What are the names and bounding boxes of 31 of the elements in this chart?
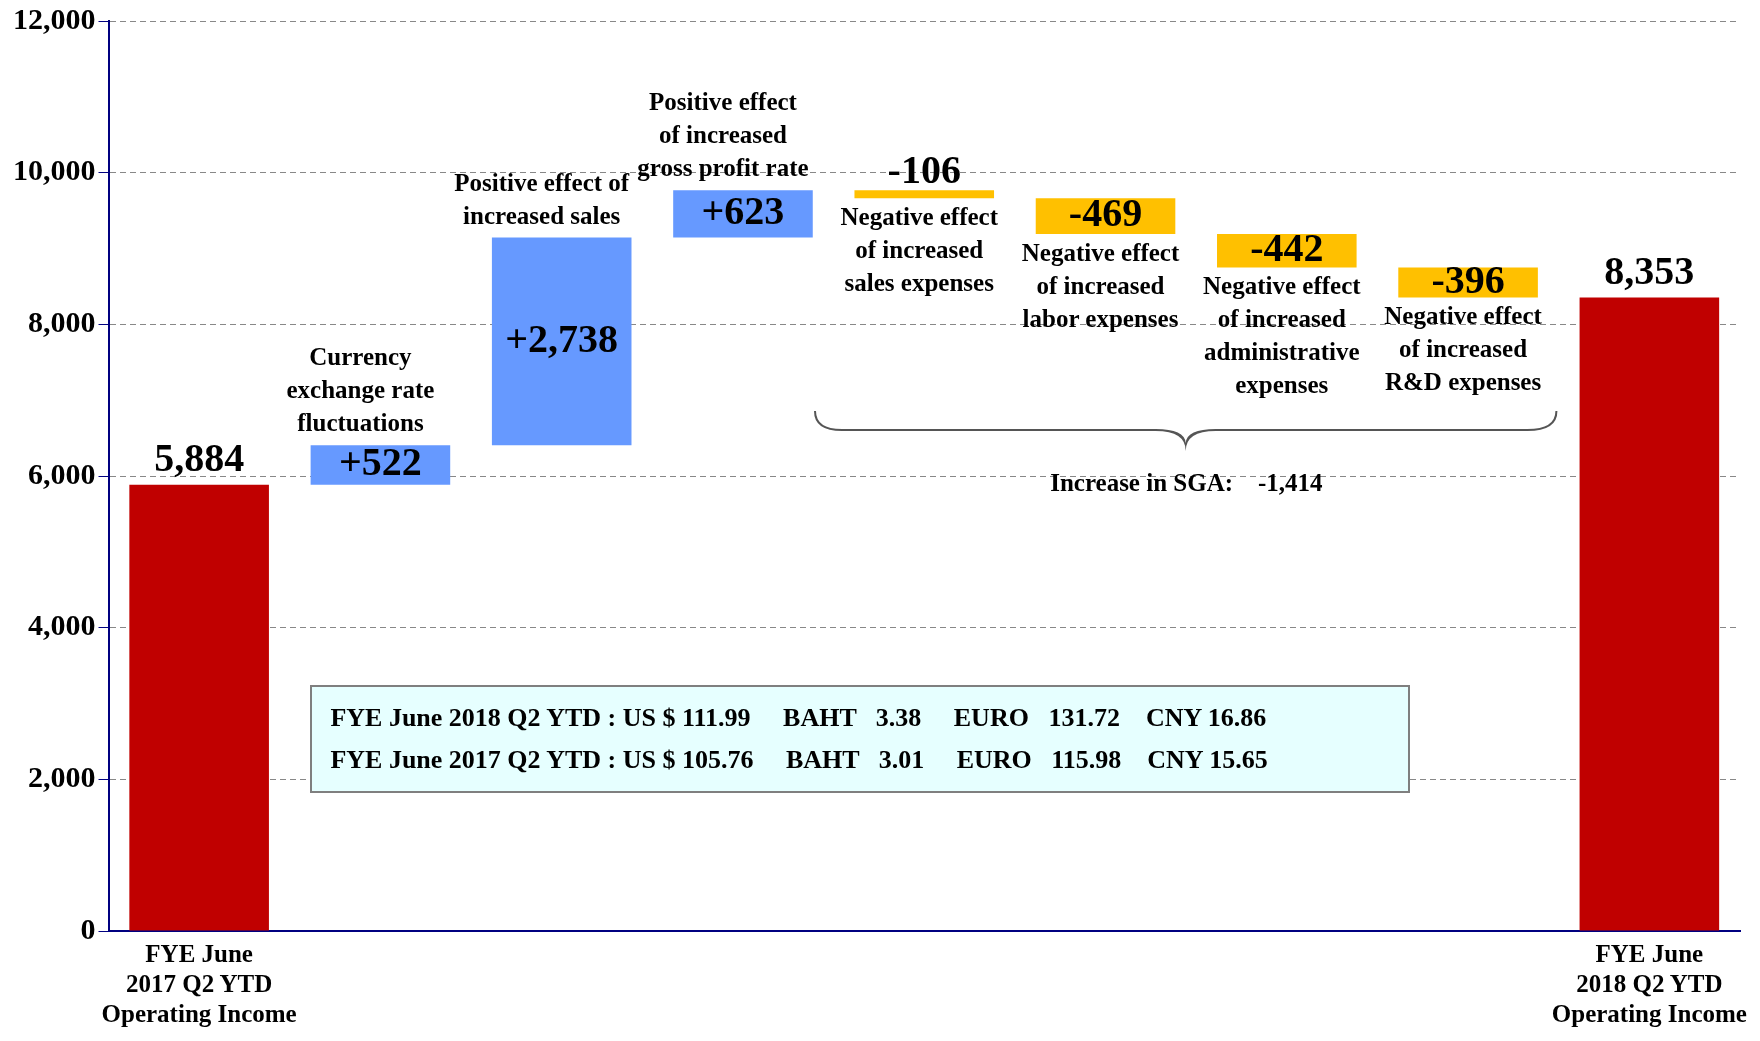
annotation: Increase in SGA: -1,414 (1050, 469, 1323, 498)
y-tick-label: 10,000 (13, 153, 96, 187)
x-tick-label: Negative effect of increased labor expenses (1021, 238, 1180, 332)
bar (491, 237, 632, 446)
x-tick-label: Negative effect of increased administrative expenses (1203, 272, 1362, 399)
x-tick-label: FYE June 2018 Q2 YTD Operating Income (1551, 940, 1747, 1028)
data-label: -469 (1068, 190, 1143, 236)
y-tick-label: 0 (80, 911, 96, 945)
x-tick-label: Currency exchange rate fluctuations (286, 343, 435, 437)
data-label: -396 (1431, 256, 1505, 302)
data-label: 5,884 (154, 435, 245, 481)
y-tick-label: 4,000 (28, 608, 96, 642)
x-tick-label: Negative effect of increased R&D expenses (1384, 302, 1543, 396)
y-tick-label: 2,000 (28, 760, 96, 794)
x-tick-label: Positive effect of increased gross profit rate (637, 88, 809, 182)
data-label: +623 (701, 188, 785, 234)
data-label: -106 (887, 146, 961, 192)
data-label: +522 (339, 439, 422, 485)
bar (129, 484, 269, 931)
data-label: 8,353 (1604, 247, 1695, 293)
y-tick-label: 6,000 (28, 456, 96, 490)
y-tick-label: 8,000 (28, 305, 96, 339)
exchange-rate-box: FYE June 2018 Q2 YTD : US $ 111.99 BAHT 3.38 EURO 131.72 CNY 16.86 FYE June 2017 Q2 YTD : US $ 105.76 BAHT 3.01 EURO 115.98 CNY 15.65 (310, 685, 1411, 794)
bar (854, 190, 995, 199)
data-label: -442 (1250, 225, 1324, 271)
x-tick-label: Negative effect of increased sales expenses (840, 203, 999, 297)
y-tick-label: 12,000 (13, 1, 96, 35)
x-tick-label: FYE June 2017 Q2 YTD Operating Income (101, 940, 297, 1028)
data-label: +2,738 (505, 315, 619, 361)
bar (1579, 297, 1720, 931)
x-tick-label: Positive effect of increased sales (454, 168, 630, 229)
